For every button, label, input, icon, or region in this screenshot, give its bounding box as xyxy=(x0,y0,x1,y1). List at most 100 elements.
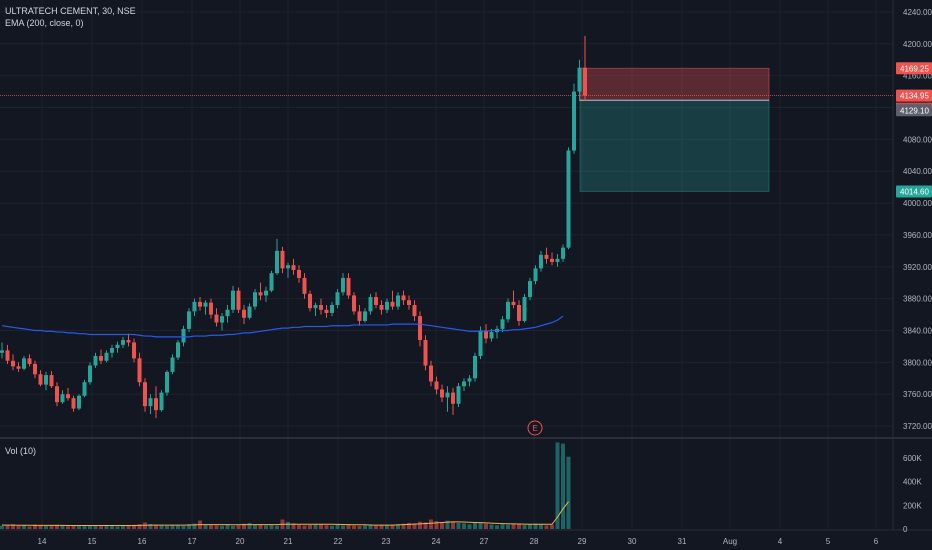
candle-body xyxy=(368,297,373,312)
volume-bar xyxy=(82,525,87,529)
volume-bar xyxy=(511,523,516,529)
candle-body xyxy=(500,319,505,329)
candle-body xyxy=(517,305,521,321)
time-tick-label: 30 xyxy=(628,537,637,546)
volume-bar xyxy=(66,526,70,529)
volume-bar xyxy=(192,523,197,529)
candle-body xyxy=(335,292,340,306)
price-tick-label: 3920.00 xyxy=(903,263,932,272)
volume-bar xyxy=(528,524,532,529)
volume-bar xyxy=(429,519,433,529)
candle-body xyxy=(198,301,202,307)
candle-body xyxy=(555,258,560,263)
candle-body xyxy=(214,314,219,323)
candle-body xyxy=(528,281,532,298)
time-tick-label: 29 xyxy=(578,537,587,546)
volume-bar xyxy=(495,525,499,529)
volume-bar xyxy=(88,525,92,529)
candle-body xyxy=(346,277,351,296)
time-tick-label: 20 xyxy=(236,537,245,546)
volume-bar xyxy=(0,525,4,529)
candle-body xyxy=(220,316,224,323)
time-tick-label: 4 xyxy=(778,537,783,546)
volume-tick-label: 200K xyxy=(903,501,922,510)
volume-bar xyxy=(401,523,406,529)
volume-bar xyxy=(137,524,142,529)
candle-body xyxy=(126,340,131,343)
volume-bar xyxy=(506,524,510,529)
volume-bar xyxy=(286,521,290,529)
candle-body xyxy=(511,301,516,306)
candle-body xyxy=(60,394,65,403)
price-tick-label: 4000.00 xyxy=(903,199,932,208)
volume-bar xyxy=(561,443,565,529)
volume-bar xyxy=(55,524,59,529)
volume-bar xyxy=(44,526,48,529)
volume-bar xyxy=(214,525,219,529)
volume-bar xyxy=(49,525,54,529)
volume-bar xyxy=(11,524,15,529)
candle-body xyxy=(434,381,439,390)
candle-body xyxy=(99,355,103,361)
candle-body xyxy=(192,301,197,312)
volume-bar xyxy=(170,524,175,529)
candle-body xyxy=(341,277,345,293)
candle-body xyxy=(82,382,87,396)
volume-bar xyxy=(346,524,351,529)
candle-body xyxy=(22,358,26,369)
volume-ma-line xyxy=(1,501,569,526)
volume-bar xyxy=(374,525,378,529)
stop-zone xyxy=(579,67,770,101)
candle-body xyxy=(148,398,153,407)
candle-body xyxy=(363,311,367,321)
volume-bar xyxy=(231,525,235,529)
volume-bar xyxy=(16,525,21,529)
candle-body xyxy=(132,342,136,359)
candle-body xyxy=(264,290,268,296)
time-tick-label: 24 xyxy=(432,537,441,546)
candle-body xyxy=(357,311,362,321)
volume-bar xyxy=(324,525,329,529)
candle-body xyxy=(308,293,312,309)
volume-bar xyxy=(99,526,103,529)
candle-body xyxy=(242,309,246,318)
volume-bar xyxy=(60,525,65,529)
volume-bar xyxy=(242,523,246,529)
candle-body xyxy=(473,355,477,379)
candle-body xyxy=(27,358,32,364)
volume-bar xyxy=(253,524,257,529)
volume-bar xyxy=(143,522,147,529)
candle-body xyxy=(390,301,395,307)
volume-bar xyxy=(357,525,362,529)
candle-body xyxy=(561,247,565,259)
volume-bar xyxy=(203,524,208,529)
volume-bar xyxy=(478,523,483,529)
candle-body xyxy=(467,378,472,382)
volume-bar xyxy=(110,525,114,529)
candle-body xyxy=(181,328,186,343)
time-tick-label: 16 xyxy=(138,537,147,546)
candle-body xyxy=(506,301,510,320)
price-tick-label: 4160.00 xyxy=(903,72,932,81)
volume-bar xyxy=(418,521,422,529)
volume-bar xyxy=(269,525,274,529)
time-tick-label: 21 xyxy=(284,537,293,546)
time-tick-label: Aug xyxy=(723,537,737,546)
candle-body xyxy=(412,305,417,317)
volume-bar xyxy=(363,525,367,529)
candle-body xyxy=(5,350,10,361)
candle-body xyxy=(115,344,120,349)
price-tick-label: 3720.00 xyxy=(903,422,932,431)
time-tick-label: 23 xyxy=(382,537,391,546)
volume-bar xyxy=(473,522,477,529)
volume-bar xyxy=(451,521,455,529)
time-tick-label: 27 xyxy=(480,537,489,546)
candle-body xyxy=(313,305,318,309)
candle-body xyxy=(225,309,230,317)
candle-body xyxy=(258,292,263,296)
stop-price-tag-bg xyxy=(896,62,932,75)
price-tick-label: 4080.00 xyxy=(903,135,932,144)
candle-body xyxy=(319,305,323,310)
volume-bar xyxy=(148,524,153,529)
